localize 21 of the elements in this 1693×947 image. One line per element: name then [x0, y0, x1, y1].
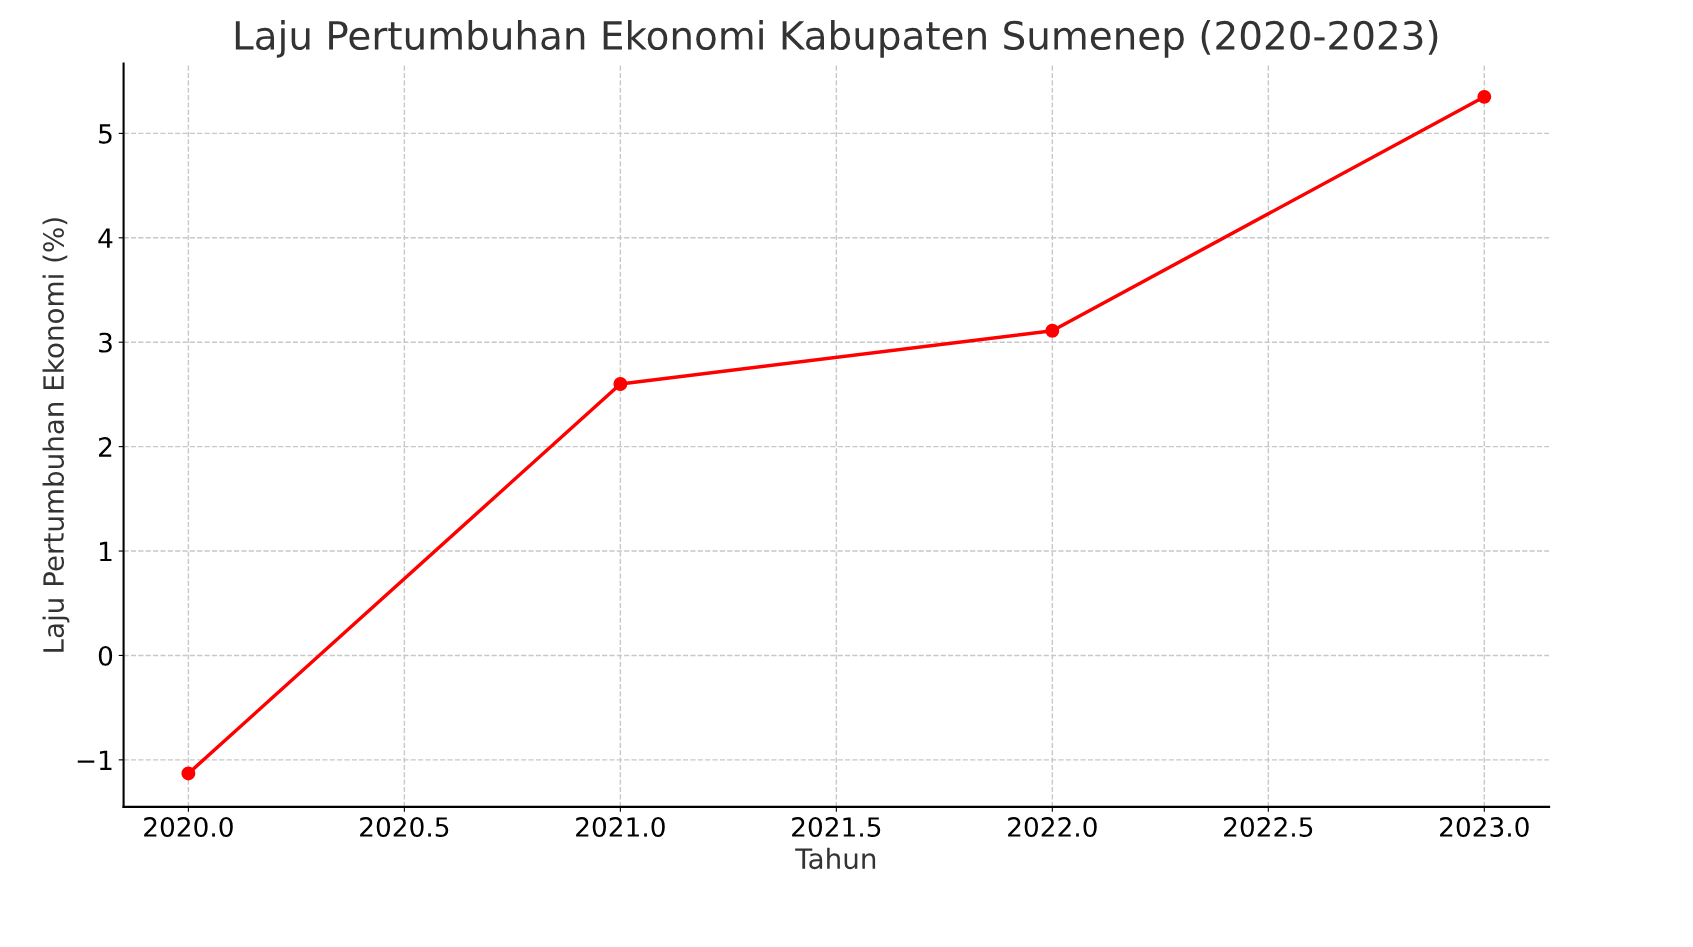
y-tick-label: 3: [99, 332, 112, 353]
point: [1477, 89, 1492, 104]
x-tick-label: 2022.0: [1008, 817, 1097, 837]
point: [1045, 323, 1060, 338]
y-tick-label: 1: [99, 541, 112, 562]
x-tick-label: 2021.0: [576, 817, 665, 837]
y-tick-label: −1: [77, 750, 112, 770]
y-tick-label: 4: [98, 228, 113, 248]
x-tick-label: 2022.5: [1224, 817, 1313, 837]
chart-title: Laju Pertumbuhan Ekonomi Kabupaten Sumenep (2020-2023): [235, 20, 1438, 58]
y-tick-label: 2: [99, 437, 112, 457]
y-tick-label: 0: [98, 645, 113, 666]
point: [181, 766, 196, 781]
x-tick-label: 2023.0: [1440, 817, 1529, 837]
y-tick-label: 5: [99, 124, 112, 144]
y-axis-title: Laju Pertumbuhan Ekonomi (%): [42, 218, 70, 652]
x-tick-label: 2021.5: [792, 817, 881, 837]
x-tick-label: 2020.0: [144, 817, 233, 837]
x-tick-label: 2020.5: [360, 817, 449, 837]
x-axis-title: Tahun: [795, 847, 876, 870]
point: [613, 377, 628, 391]
